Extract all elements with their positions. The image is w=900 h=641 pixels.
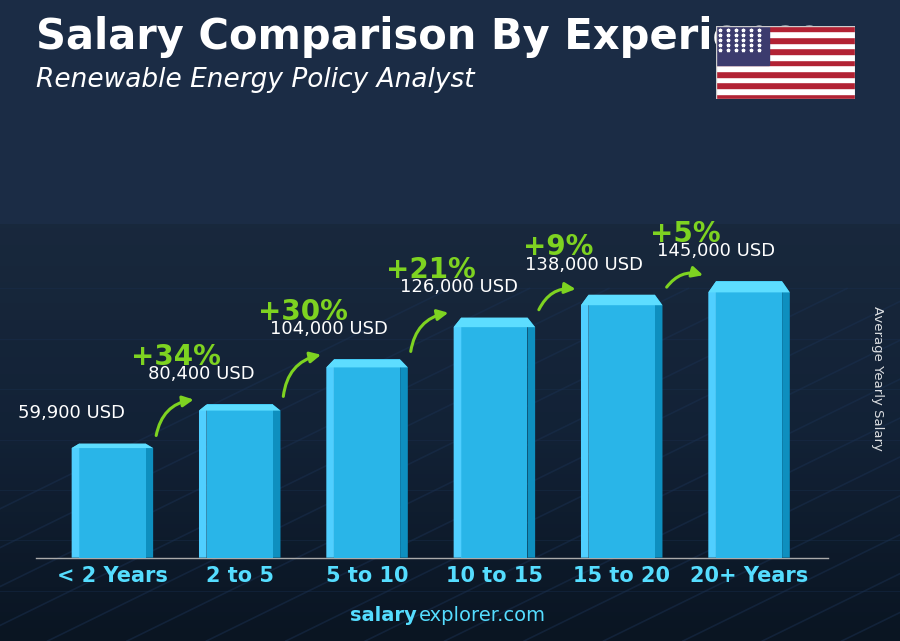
Text: +9%: +9% xyxy=(523,233,593,261)
Bar xyxy=(716,60,855,65)
Polygon shape xyxy=(454,317,462,558)
Polygon shape xyxy=(273,404,281,558)
Polygon shape xyxy=(72,444,79,558)
Bar xyxy=(716,94,855,99)
Polygon shape xyxy=(527,317,536,558)
Bar xyxy=(79,444,146,558)
Text: +21%: +21% xyxy=(386,256,475,284)
Polygon shape xyxy=(327,360,408,367)
Text: 59,900 USD: 59,900 USD xyxy=(18,404,125,422)
Polygon shape xyxy=(72,444,153,448)
Bar xyxy=(716,82,855,88)
Polygon shape xyxy=(581,295,662,305)
Polygon shape xyxy=(146,444,153,558)
Bar xyxy=(716,281,782,558)
Polygon shape xyxy=(327,360,334,558)
Text: +30%: +30% xyxy=(258,298,348,326)
Bar xyxy=(462,317,527,558)
Bar xyxy=(334,360,400,558)
Bar xyxy=(716,65,855,71)
Polygon shape xyxy=(199,404,281,411)
Bar xyxy=(716,54,855,60)
Bar xyxy=(589,295,655,558)
Bar xyxy=(716,43,855,48)
Text: 80,400 USD: 80,400 USD xyxy=(148,365,255,383)
Text: +5%: +5% xyxy=(650,220,721,248)
Bar xyxy=(716,71,855,77)
Polygon shape xyxy=(400,360,408,558)
Text: salary: salary xyxy=(350,606,417,625)
Polygon shape xyxy=(454,317,536,327)
Text: 145,000 USD: 145,000 USD xyxy=(657,242,775,260)
Text: Average Yearly Salary: Average Yearly Salary xyxy=(871,306,884,451)
Text: 104,000 USD: 104,000 USD xyxy=(270,320,388,338)
Text: Salary Comparison By Experience: Salary Comparison By Experience xyxy=(36,16,824,58)
Text: Renewable Energy Policy Analyst: Renewable Energy Policy Analyst xyxy=(36,67,474,94)
Text: +34%: +34% xyxy=(131,343,221,371)
Bar xyxy=(716,48,855,54)
Polygon shape xyxy=(708,281,716,558)
Polygon shape xyxy=(782,281,790,558)
Polygon shape xyxy=(708,281,790,292)
Bar xyxy=(716,26,855,31)
Bar xyxy=(716,31,855,37)
Bar xyxy=(207,404,273,558)
Text: 126,000 USD: 126,000 USD xyxy=(400,278,518,296)
Polygon shape xyxy=(581,295,589,558)
Text: explorer.com: explorer.com xyxy=(418,606,545,625)
Bar xyxy=(716,88,855,94)
Polygon shape xyxy=(655,295,662,558)
Bar xyxy=(716,77,855,82)
Bar xyxy=(716,37,855,43)
Polygon shape xyxy=(199,404,207,558)
Bar xyxy=(716,26,769,65)
Text: 138,000 USD: 138,000 USD xyxy=(525,256,643,274)
